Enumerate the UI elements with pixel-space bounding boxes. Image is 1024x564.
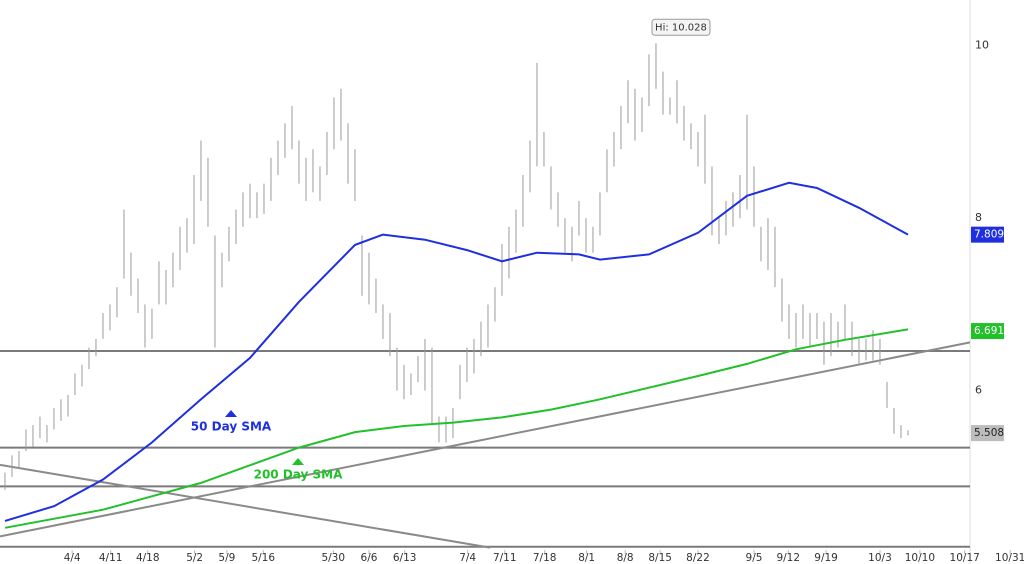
last-value-label: 5.508 — [974, 427, 1004, 439]
x-tick-label: 7/11 — [493, 552, 517, 564]
trend-line — [0, 341, 971, 538]
y-tick-label: 10 — [975, 39, 989, 52]
x-tick-label: 7/18 — [533, 552, 557, 564]
annotation-arrow — [292, 458, 304, 465]
annotation-arrow — [225, 410, 237, 417]
last-value-tag — [971, 226, 1004, 243]
x-tick-label: 10/17 — [950, 552, 980, 564]
x-tick-label: 9/5 — [746, 552, 763, 564]
x-tick-label: 6/6 — [361, 552, 378, 564]
x-tick-label: 5/16 — [251, 552, 275, 564]
x-tick-label: 10/10 — [905, 552, 935, 564]
sma-line — [4, 181, 909, 522]
sma-line — [4, 328, 909, 529]
last-value-label: 6.691 — [974, 325, 1004, 337]
x-tick-label: 7/4 — [459, 552, 476, 564]
last-value-tag — [971, 425, 1004, 442]
trend-line — [0, 463, 491, 549]
x-tick-label: 8/1 — [578, 552, 595, 564]
x-tick-label: 5/2 — [186, 552, 203, 564]
x-tick-label: 5/30 — [321, 552, 345, 564]
x-tick-label: 4/4 — [64, 552, 81, 564]
annotation-label: 200 Day SMA — [254, 468, 344, 482]
last-value-label: 7.809 — [974, 229, 1004, 241]
x-tick-label: 9/19 — [814, 552, 838, 564]
x-tick-label: 8/8 — [617, 552, 634, 564]
x-tick-label: 10/31 — [995, 552, 1024, 564]
price-axis-panel — [970, 0, 1024, 564]
x-tick-label: 5/9 — [218, 552, 235, 564]
annotation-label: 50 Day SMA — [191, 420, 272, 434]
x-tick-label: 8/15 — [648, 552, 672, 564]
high-callout-label: Hi: 10.028 — [655, 22, 707, 33]
y-tick-label: 8 — [975, 211, 982, 224]
x-tick-label: 4/11 — [99, 552, 123, 564]
x-tick-label: 9/12 — [776, 552, 800, 564]
last-value-tag — [971, 323, 1004, 340]
x-tick-label: 8/22 — [686, 552, 710, 564]
x-tick-label: 4/18 — [136, 552, 160, 564]
x-tick-label: 10/3 — [868, 552, 892, 564]
high-callout: Hi: 10.028 — [651, 18, 711, 36]
high-callout-box — [651, 18, 711, 36]
x-tick-label: 6/13 — [393, 552, 417, 564]
y-tick-label: 6 — [975, 384, 982, 397]
